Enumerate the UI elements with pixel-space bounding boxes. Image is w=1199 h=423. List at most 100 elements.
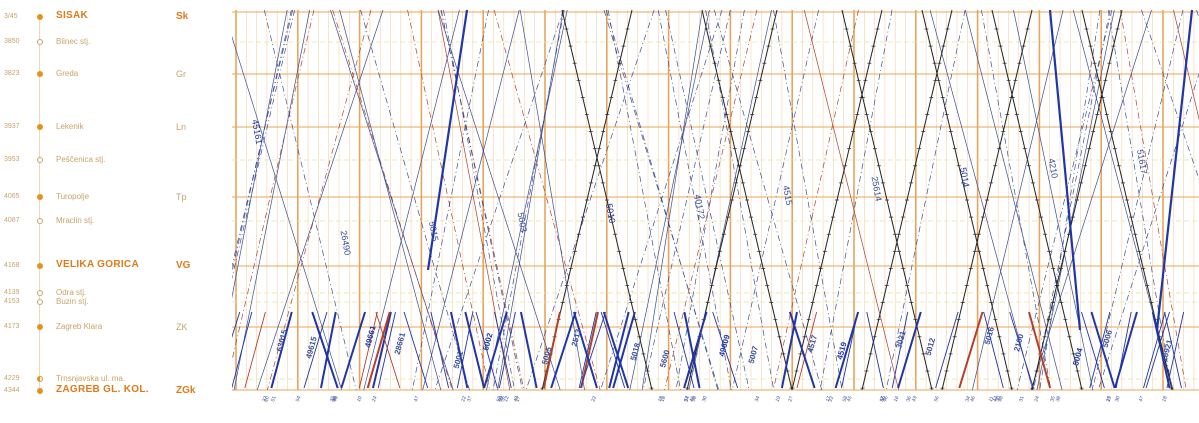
- station-marker-icon: [37, 39, 43, 45]
- train-path-line: [1141, 9, 1199, 181]
- commuter-train-line: [232, 311, 241, 339]
- train-path-line: [964, 9, 1063, 391]
- commuter-train-line: [612, 311, 636, 389]
- train-number-label: 5600: [658, 348, 671, 368]
- minute-mark-label: 45: [846, 395, 854, 402]
- minute-mark-label: 30: [1114, 395, 1122, 402]
- train-path-line: [1119, 9, 1187, 391]
- commuter-train-line: [572, 311, 598, 389]
- commuter-train-line: [1143, 311, 1166, 389]
- train-number-label: 40172: [693, 194, 707, 220]
- commuter-train-line: [683, 311, 701, 389]
- train-path-line: [267, 9, 372, 391]
- train-number-label: 5012: [924, 336, 937, 356]
- minute-mark-label: 48: [332, 395, 340, 402]
- commuter-train-line: [377, 311, 396, 389]
- commuter-train-line: [788, 311, 816, 389]
- commuter-train-line: [1114, 311, 1138, 389]
- station-row: 4344 ZAGREB GL. KOL. ZGk: [0, 385, 232, 400]
- train-path-line: [1091, 9, 1184, 391]
- minute-mark-label: 27: [787, 395, 795, 402]
- station-row: 3850 Blinec stj.: [0, 37, 232, 51]
- station-km: 4229: [4, 375, 20, 382]
- minute-mark-label: 34: [754, 395, 762, 402]
- station-km: 4344: [4, 387, 20, 394]
- train-path-line: [803, 9, 900, 391]
- train-path-line: [929, 9, 1034, 391]
- commuter-train-line: [464, 311, 486, 389]
- station-code: VG: [176, 260, 191, 271]
- minute-mark-label: 22: [828, 395, 836, 402]
- commuter-train-line: [498, 311, 516, 389]
- commuter-train-line: [519, 311, 538, 389]
- minute-mark-label: 56: [933, 395, 941, 402]
- train-path-line: [332, 9, 453, 391]
- train-number-label: 28661: [393, 331, 408, 355]
- minute-mark-label: 48: [997, 395, 1005, 402]
- train-path-line: [641, 9, 703, 391]
- station-km: 3937: [4, 123, 20, 130]
- commuter-train-line: [1090, 311, 1116, 389]
- minute-mark-label: 54: [295, 395, 303, 402]
- minute-mark-label: 51: [270, 395, 278, 402]
- train-path-line: [497, 9, 564, 391]
- train-number-label: 49661: [363, 324, 378, 348]
- minute-mark-label: 18: [657, 395, 665, 402]
- train-path-line: [519, 9, 585, 391]
- minute-mark-label: 12: [503, 395, 511, 402]
- train-number-label: 5016: [983, 325, 996, 345]
- train-number-label: 5003: [516, 212, 529, 233]
- commuter-train-line: [366, 311, 391, 389]
- line-spine: [39, 14, 40, 392]
- minute-mark-label: 17: [515, 395, 523, 402]
- commuter-train-line: [983, 311, 1004, 389]
- station-row: 3/45 SISAK Sk: [0, 11, 232, 26]
- train-number-label: 5014: [958, 167, 971, 188]
- train-path-line: [1173, 9, 1199, 121]
- train-path-line: [493, 9, 601, 391]
- train-path-line: [422, 9, 520, 391]
- train-path-line: [256, 9, 384, 391]
- commuter-train-line: [494, 311, 512, 389]
- station-code: ZGk: [176, 385, 196, 396]
- minute-mark-label: 30: [701, 395, 709, 402]
- minute-mark-label: 43: [911, 395, 919, 402]
- commuter-train-line: [1081, 311, 1105, 389]
- train-path-line: [605, 9, 719, 391]
- commuter-train-line: [1145, 311, 1170, 389]
- minute-mark-label: 57: [683, 395, 691, 402]
- station-marker-icon: [37, 324, 43, 330]
- minute-mark-label: 11: [988, 396, 995, 403]
- train-path-line: [486, 9, 568, 391]
- commuter-train-line: [1151, 311, 1171, 389]
- minute-mark-label: 47: [413, 395, 421, 402]
- commuter-train-line: [683, 311, 708, 389]
- minute-mark-label: 30: [994, 395, 1002, 402]
- station-row: 4153 Buzin stj.: [0, 297, 232, 311]
- station-marker-icon: [37, 218, 43, 224]
- minute-mark-label: 19: [775, 395, 783, 402]
- minute-mark-label: 15: [1105, 395, 1113, 402]
- minute-mark-label: 18: [1161, 395, 1169, 402]
- station-row: 4139 Odra stj.: [0, 288, 232, 302]
- station-code: Ln: [176, 122, 187, 132]
- train-path-line: [642, 9, 731, 391]
- minute-mark-label: 37: [879, 395, 887, 402]
- station-marker-icon: [37, 124, 43, 130]
- commuter-train-line: [897, 311, 922, 389]
- express-train-line: [426, 9, 469, 271]
- minute-mark-label: 22: [460, 395, 468, 402]
- station-name: Mraclin stj.: [56, 216, 95, 225]
- commuter-train-line: [449, 311, 469, 389]
- train-path-line: [773, 9, 843, 391]
- commuter-train-line: [580, 311, 606, 389]
- train-path-line: [981, 9, 1052, 391]
- train-path-line: [525, 9, 655, 391]
- minute-mark-label: 46: [331, 395, 339, 402]
- commuter-train-line: [1028, 311, 1052, 389]
- station-km: 4153: [4, 298, 20, 305]
- commuter-train-line: [1164, 311, 1182, 389]
- minute-mark-label: 22: [591, 395, 599, 402]
- minute-mark-label: 56: [879, 395, 887, 402]
